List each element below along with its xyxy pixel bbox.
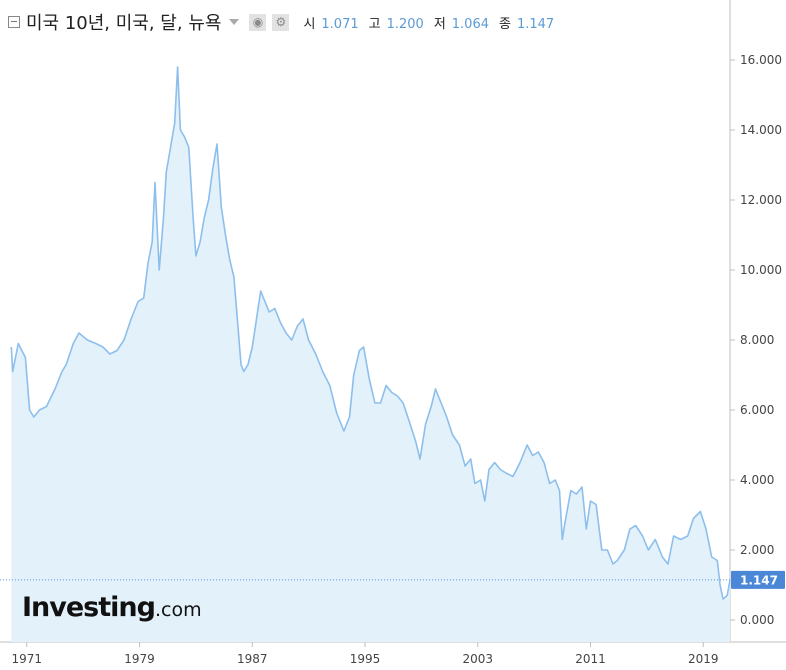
y-axis: 0.000 2.000 4.000 6.000 8.000 10.000 12.000 14.… <box>730 53 782 627</box>
high-value: 1.200 <box>386 16 424 32</box>
y-tick-label: 8.000 <box>740 333 774 347</box>
last-price-badge <box>731 570 785 589</box>
logo-brand: Investing <box>22 592 156 623</box>
x-tick-label: 2019 <box>688 652 719 666</box>
chart-header: 미국 10년, 미국, 달, 뉴욕 ◉ ⚙ 시 1.071 고 1.200 저 … <box>0 0 730 44</box>
y-tick-label: 10.000 <box>740 263 782 277</box>
last-price-label: 1.147 <box>740 573 778 587</box>
high-label: 고 <box>368 16 381 32</box>
logo-domain: .com <box>154 599 202 621</box>
y-tick-label: 0.000 <box>740 613 774 627</box>
low-label: 저 <box>433 16 446 32</box>
x-tick-label: 2011 <box>575 652 606 666</box>
x-axis: 1971 1979 1987 1995 2003 2011 2019 <box>12 642 719 666</box>
y-tick-label: 12.000 <box>740 193 782 207</box>
x-tick-label: 1971 <box>12 652 43 666</box>
y-tick-label: 14.000 <box>740 123 782 137</box>
chart-title: 미국 10년, 미국, 달, 뉴욕 <box>26 13 222 34</box>
open-value: 1.071 <box>321 16 359 32</box>
x-tick-label: 1987 <box>237 652 268 666</box>
gear-icon[interactable]: ⚙ <box>272 13 290 31</box>
y-tick-label: 6.000 <box>740 403 774 417</box>
y-tick-label: 2.000 <box>740 543 774 557</box>
last-price-tag: 1.147 <box>0 570 785 589</box>
plot-area <box>10 66 731 642</box>
price-line <box>10 66 731 600</box>
collapse-icon[interactable] <box>8 16 20 28</box>
x-tick-label: 1995 <box>350 652 381 666</box>
eye-icon[interactable]: ◉ <box>249 13 267 31</box>
open-label: 시 <box>303 16 316 32</box>
investing-logo: Investing.com <box>22 592 202 623</box>
ohlc-values: 시 1.071 고 1.200 저 1.064 종 1.147 <box>303 13 558 32</box>
area-fill <box>11 67 731 642</box>
close-label: 종 <box>499 16 511 32</box>
y-tick-label: 16.000 <box>740 53 782 67</box>
y-tick-label: 4.000 <box>740 473 774 487</box>
x-tick-label: 1979 <box>124 652 155 666</box>
low-value: 1.064 <box>451 16 489 32</box>
x-tick-label: 2003 <box>462 652 493 666</box>
close-value: 1.147 <box>516 16 555 32</box>
chevron-down-icon[interactable] <box>229 19 240 25</box>
